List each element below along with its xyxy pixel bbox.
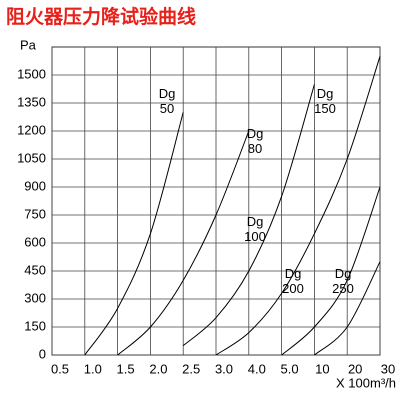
x-tick-label: 5.0 xyxy=(281,361,299,376)
x-tick-label: 4.0 xyxy=(248,361,266,376)
curve-label: Dg 250 xyxy=(332,266,354,296)
x-tick-label: 0.5 xyxy=(51,361,69,376)
y-tick-label: 450 xyxy=(24,262,46,277)
x-tick-label: 20 xyxy=(348,361,362,376)
x-tick-label: 2.0 xyxy=(149,361,167,376)
y-tick-label: 0 xyxy=(39,346,46,361)
y-axis-label: Pa xyxy=(20,37,37,52)
y-tick-label: 300 xyxy=(24,290,46,305)
curve-label: Dg 50 xyxy=(158,86,176,116)
x-axis-label: X 100m³/h xyxy=(336,375,396,390)
x-tick-label: 10 xyxy=(315,361,329,376)
chart-title: 阻火器压力降试验曲线 xyxy=(6,5,196,28)
curve xyxy=(117,130,250,356)
curve xyxy=(314,261,381,356)
x-tick-label: 2.5 xyxy=(182,361,200,376)
curve-label: Dg 80 xyxy=(246,126,264,156)
x-tick-label: 1.5 xyxy=(117,361,135,376)
curve-label: Dg 200 xyxy=(282,266,304,296)
curve-label: Dg 100 xyxy=(244,214,266,244)
curve xyxy=(84,112,184,356)
x-tick-label: 1.0 xyxy=(84,361,102,376)
y-tick-label: 150 xyxy=(24,318,46,333)
y-tick-label: 1050 xyxy=(17,150,46,165)
y-tick-label: 1200 xyxy=(17,122,46,137)
y-tick-label: 900 xyxy=(24,178,46,193)
y-tick-label: 600 xyxy=(24,234,46,249)
x-tick-label: 30 xyxy=(381,361,395,376)
y-tick-label: 1500 xyxy=(17,66,46,81)
y-tick-label: 750 xyxy=(24,206,46,221)
y-tick-label: 1350 xyxy=(17,94,46,109)
x-tick-label: 3.0 xyxy=(215,361,233,376)
curve xyxy=(281,186,381,356)
curve-label: Dg 150 xyxy=(314,86,336,116)
curve xyxy=(182,84,315,347)
curve xyxy=(215,56,381,356)
